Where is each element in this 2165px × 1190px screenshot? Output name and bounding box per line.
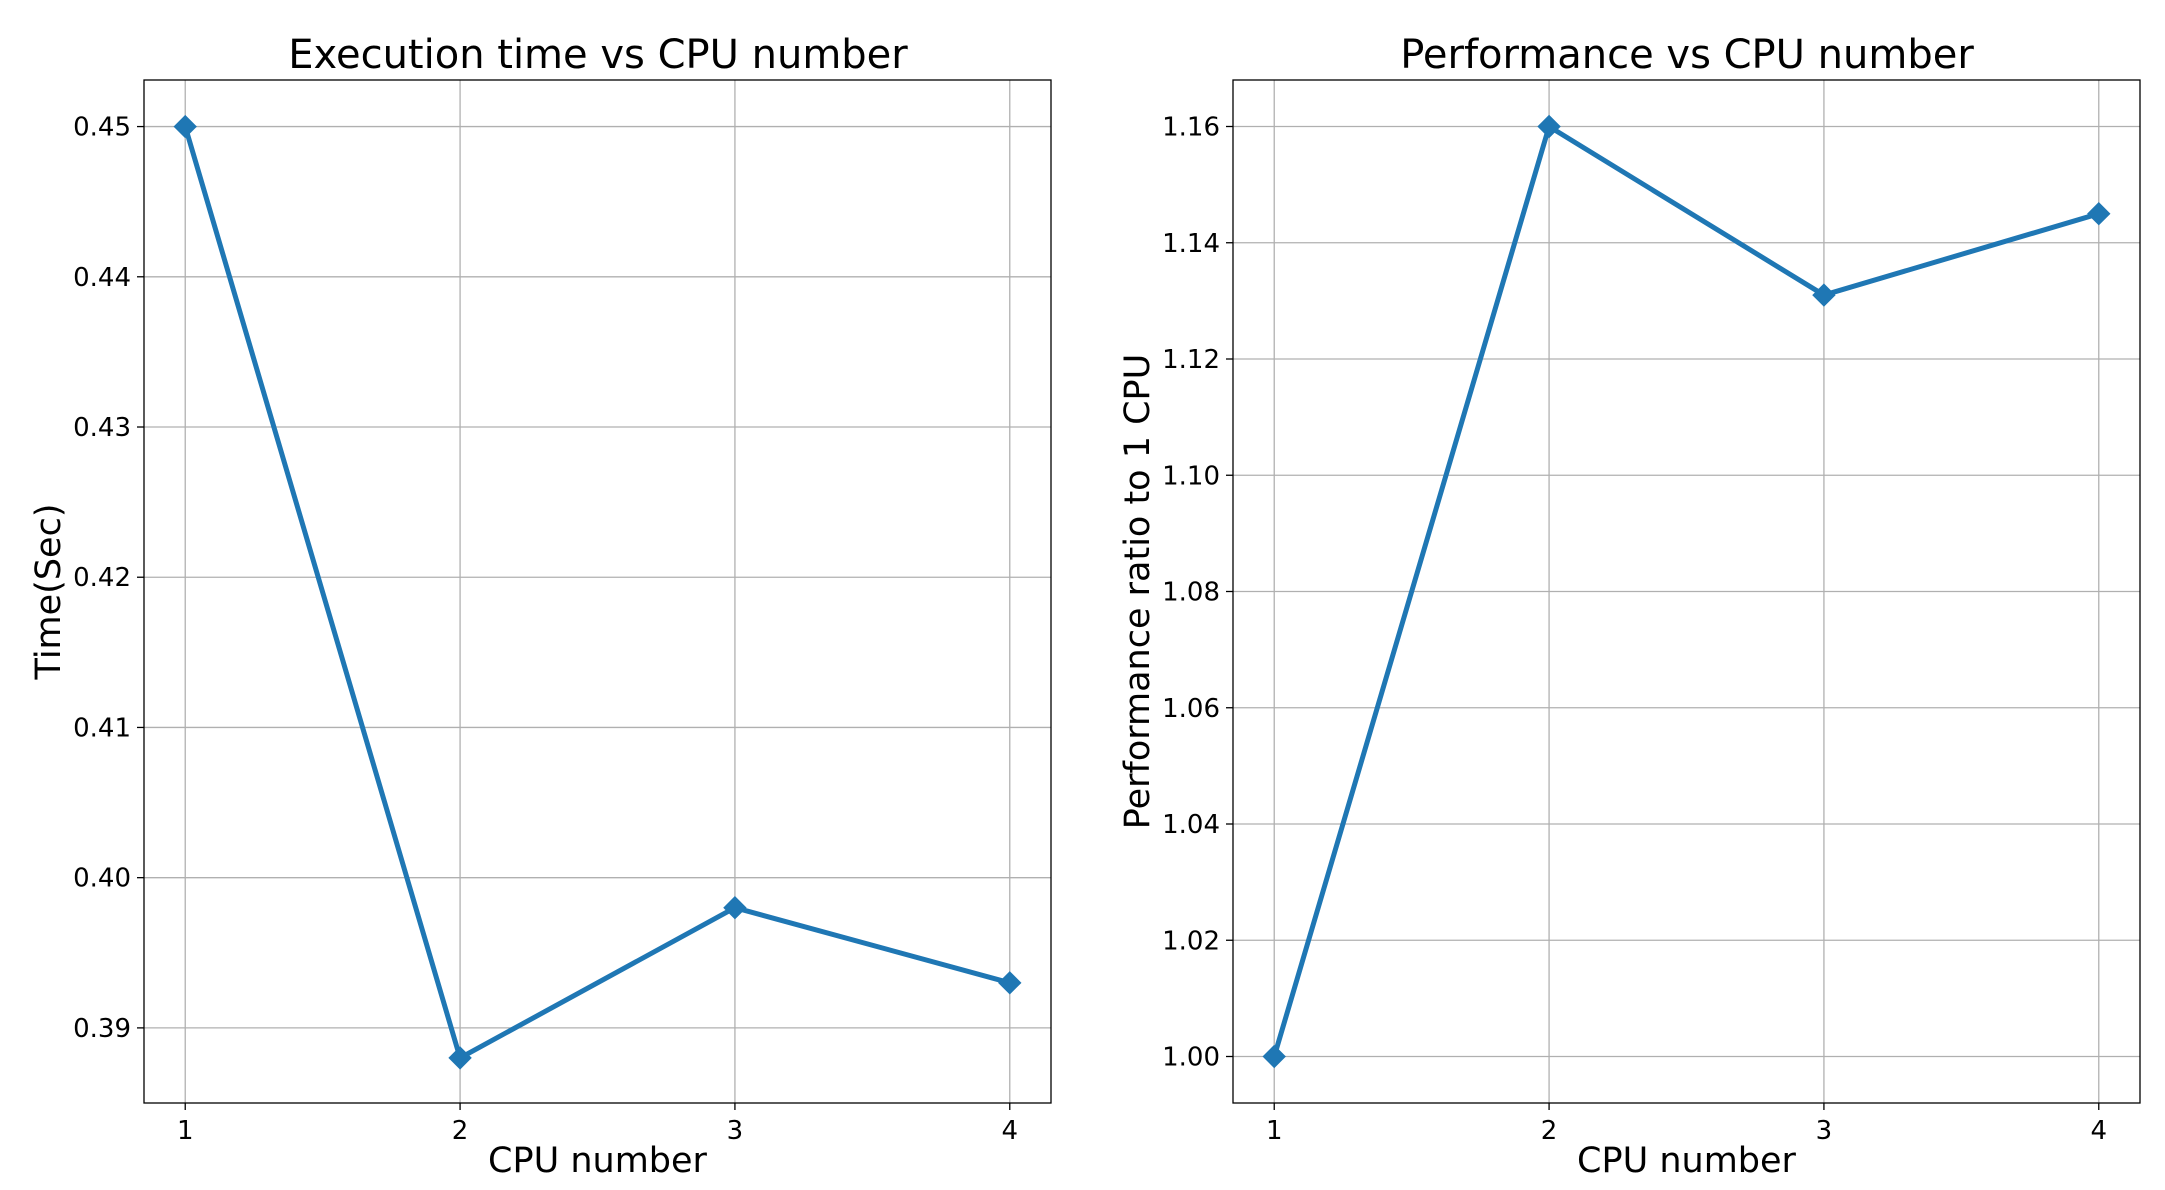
data-point-marker [448,1046,472,1070]
data-point-marker [998,971,1022,995]
y-tick-label: 1.02 [1162,926,1220,956]
chart-title: Performance vs CPU number [1400,32,1974,78]
y-tick-label: 1.00 [1162,1043,1220,1073]
plot-frame [143,79,1052,1104]
series-line [1271,124,2100,1058]
y-tick-label: 0.45 [73,113,131,143]
x-axis-label: CPU number [1577,1141,1796,1181]
chart-panel-2: 1 2 3 4 1.00 1.02 1.04 1.06 1.08 1.10 1.12 1.14 1.16… [1118,32,2141,1181]
x-tick-label: 4 [1001,1116,1018,1146]
y-tick-label: 1.16 [1162,113,1220,143]
plot-frame [1232,79,2141,1104]
y-tick-label: 0.40 [73,864,131,894]
y-tick-label: 0.41 [73,713,131,743]
y-tick-label: 1.06 [1162,694,1220,724]
data-point-marker [1812,283,1836,307]
y-tick-label: 1.04 [1162,810,1220,840]
data-point-marker [1262,1044,1286,1069]
x-tick-label: 1 [177,1116,194,1146]
chart-panel-1: 1 2 3 4 0.39 0.40 0.41 0.42 0.43 0.44 0.45 Executio… [29,32,1052,1181]
y-tick-label: 0.44 [73,263,131,293]
data-point-marker [173,114,197,139]
y-tick-label: 0.42 [73,563,131,593]
y-tick-label: 1.10 [1162,461,1220,491]
x-tick-label: 2 [1541,1116,1558,1146]
chart-title: Execution time vs CPU number [288,32,908,78]
y-axis-label: Performance ratio to 1 CPU [1118,354,1158,830]
x-tick-label: 1 [1266,1116,1283,1146]
y-tick-label: 1.14 [1162,229,1220,259]
x-tick-label: 4 [2090,1116,2107,1146]
data-point-marker [1537,114,1561,139]
x-tick-label: 2 [452,1116,469,1146]
y-tick-label: 0.39 [73,1014,131,1044]
data-point-marker [2087,201,2111,226]
data-point-marker [723,896,747,920]
y-tick-label: 1.12 [1162,345,1220,375]
x-tick-label: 3 [1816,1116,1833,1146]
series-line [182,125,1011,1061]
y-tick-label: 1.08 [1162,578,1220,608]
y-tick-label: 0.43 [73,413,131,443]
y-axis-label: Time(Sec) [29,504,69,681]
x-axis-label: CPU number [488,1141,707,1181]
x-tick-label: 3 [727,1116,744,1146]
